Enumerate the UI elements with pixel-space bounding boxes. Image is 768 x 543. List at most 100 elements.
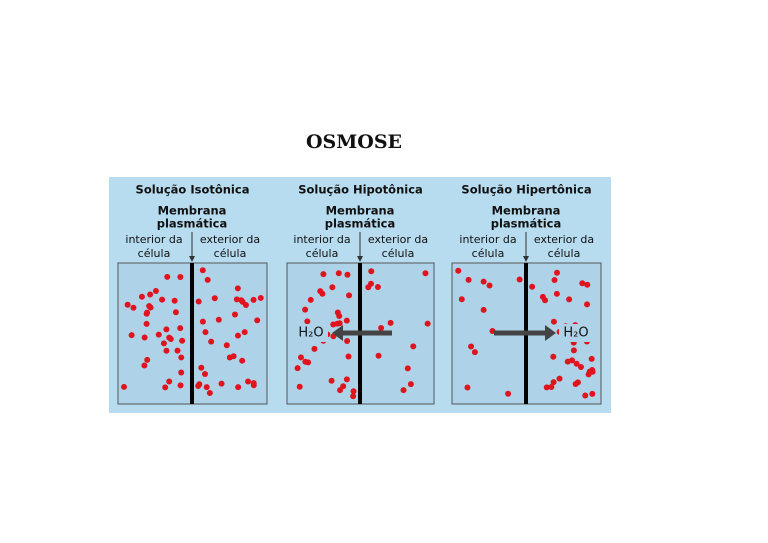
solute-particle [550, 318, 557, 325]
flow-label-bg [559, 324, 593, 342]
solute-particle [138, 293, 145, 300]
flow-arrow-head [332, 325, 343, 341]
solute-particle [172, 309, 179, 316]
solute-particle [516, 276, 523, 283]
solute-particle [141, 362, 148, 369]
solute-particle [410, 343, 417, 350]
solute-particle [235, 384, 242, 391]
solute-particle [387, 319, 394, 326]
solute-particle [320, 271, 327, 278]
solute-particle [178, 354, 185, 361]
solute-particle [147, 291, 154, 298]
solute-particle [121, 383, 128, 390]
solute-particle [307, 296, 314, 303]
interior-label: interior da [125, 233, 182, 246]
solute-particle [317, 288, 324, 295]
solute-particle [570, 347, 577, 354]
solute-particle [296, 383, 303, 390]
solute-particle [297, 354, 304, 361]
flow-label: H₂O [563, 326, 588, 341]
solute-particle [529, 283, 536, 290]
solute-particle [350, 388, 357, 395]
solute-particle [346, 292, 353, 299]
solute-particle [350, 393, 357, 400]
solute-particle [588, 355, 595, 362]
solute-particle [573, 360, 580, 367]
solute-particle [146, 303, 153, 310]
solute-particle [465, 276, 472, 283]
panel-title: Solução Hipertônica [461, 183, 591, 197]
solute-particle [215, 316, 222, 323]
solute-particle [566, 296, 573, 303]
solute-particle [330, 321, 337, 328]
solute-particle [254, 317, 261, 324]
exterior-label: exterior da [368, 233, 428, 246]
solute-particle [302, 358, 309, 365]
solute-particle [206, 390, 213, 397]
solute-particle [241, 329, 248, 336]
pointer-head [523, 256, 529, 262]
solute-particle [505, 390, 512, 397]
solute-particle [480, 278, 487, 285]
solute-particle [167, 335, 174, 342]
page-title: OSMOSE [306, 131, 402, 153]
solute-particle [245, 378, 252, 385]
membrane-label: Membrana [158, 204, 227, 218]
solute-particle [584, 301, 591, 308]
solute-particle [160, 340, 167, 347]
pointer-head [357, 256, 363, 262]
solute-particle [162, 384, 169, 391]
flow-label: H₂O [298, 326, 323, 341]
solute-particle [178, 369, 185, 376]
membrane-label: Membrana [326, 204, 395, 218]
solute-particle [304, 318, 311, 325]
solute-particle [203, 384, 210, 391]
solute-particle [553, 290, 560, 297]
solute-particle [489, 328, 496, 335]
solute-particle [582, 392, 589, 399]
membrane-label: plasmática [491, 217, 562, 231]
solute-particle [223, 342, 230, 349]
solute-particle [171, 297, 178, 304]
solute-particle [335, 270, 342, 277]
solute-particle [163, 326, 170, 333]
solute-particle [302, 306, 309, 313]
solute-particle [204, 276, 211, 283]
solute-particle [233, 296, 240, 303]
solute-particle [404, 365, 411, 372]
solute-particle [585, 371, 592, 378]
solute-particle [344, 271, 351, 278]
solute-particle [551, 277, 558, 284]
solute-particle [367, 280, 374, 287]
solute-particle [539, 293, 546, 300]
solute-particle [422, 270, 429, 277]
solute-particle [141, 334, 148, 341]
solute-particle [211, 295, 218, 302]
solute-particle [375, 352, 382, 359]
interior-label: célula [138, 247, 171, 260]
solute-particle [143, 310, 150, 317]
panel-title: Solução Isotônica [136, 183, 250, 197]
membrane-label: plasmática [325, 217, 396, 231]
solute-particle [152, 288, 159, 295]
solute-particle [257, 294, 264, 301]
membrane [190, 263, 194, 404]
solute-particle [208, 338, 215, 345]
exterior-label: célula [548, 247, 581, 260]
solute-particle [250, 296, 257, 303]
solute-particle [579, 280, 586, 287]
solute-particle [455, 267, 462, 274]
solute-particle [577, 364, 584, 371]
solute-particle [329, 284, 336, 291]
solute-particle [400, 387, 407, 394]
solute-particle [486, 282, 493, 289]
exterior-label: exterior da [200, 233, 260, 246]
solute-particle [424, 320, 431, 327]
membrane-label: plasmática [157, 217, 228, 231]
solute-particle [548, 383, 555, 390]
solute-particle [340, 383, 347, 390]
solute-particle [143, 320, 150, 327]
solute-particle [480, 306, 487, 313]
solute-particle [464, 384, 471, 391]
